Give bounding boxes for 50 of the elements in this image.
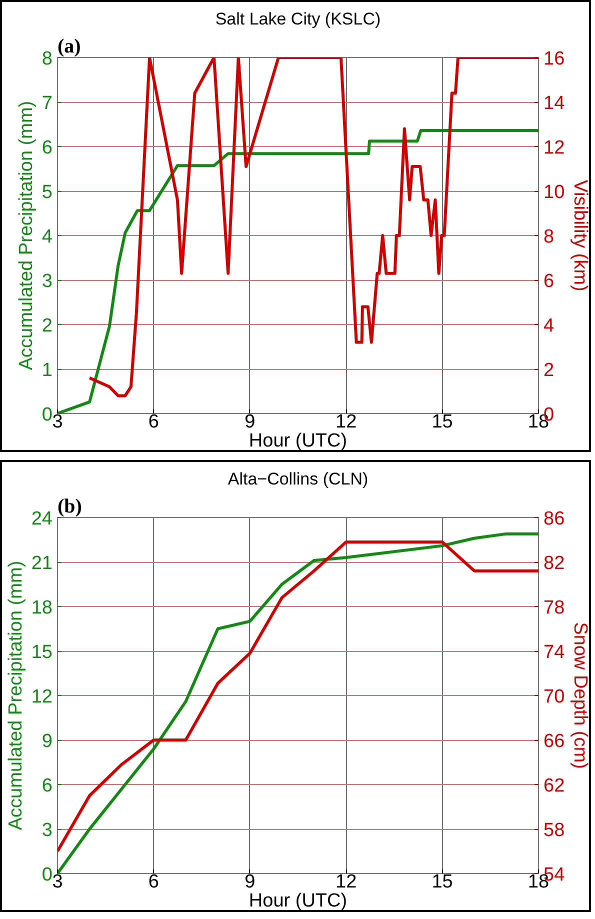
y2-axis-title: Snow Depth (cm) bbox=[570, 622, 591, 769]
text: (a) bbox=[58, 36, 81, 58]
x-tick-label: 9 bbox=[244, 872, 256, 892]
x-tick-label: 9 bbox=[244, 412, 256, 432]
y2-tick-label: 58 bbox=[544, 820, 565, 841]
y-axis-title: Accumulated Precipitation (mm) bbox=[5, 560, 26, 830]
y-tick-label: 5 bbox=[42, 182, 53, 203]
y-axis-title: Accumulated Precipitation (mm) bbox=[16, 100, 37, 370]
y2-tick-label: 8 bbox=[544, 226, 554, 248]
y2-tick-label: 66 bbox=[544, 731, 565, 752]
y2-axis-title: Visibility (km) bbox=[570, 180, 591, 292]
y-tick-label: 6 bbox=[42, 138, 53, 158]
y-tick-label: 3 bbox=[42, 271, 53, 292]
x-tick-label: 15 bbox=[432, 872, 453, 892]
y-tick-label: 6 bbox=[42, 776, 53, 796]
y-tick-label: 2 bbox=[42, 316, 53, 336]
text: (b) bbox=[58, 496, 82, 518]
y2-tick-label: 14 bbox=[544, 93, 566, 114]
y2-tick-label: 6 bbox=[544, 271, 554, 292]
y-tick-label: 4 bbox=[42, 226, 53, 248]
y-tick-label: 24 bbox=[31, 508, 53, 530]
x-tick-label: 12 bbox=[336, 872, 357, 892]
y2-tick-label: 74 bbox=[544, 642, 566, 663]
y-tick-label: 18 bbox=[31, 598, 53, 618]
x-tick-label: 15 bbox=[432, 412, 453, 432]
y2-tick-label: 4 bbox=[544, 316, 554, 336]
chart-title: Alta−Collins (CLN) bbox=[228, 470, 368, 488]
chart-title: Salt Lake City (KSLC) bbox=[215, 10, 381, 28]
y2-tick-label: 62 bbox=[544, 776, 565, 796]
y2-tick-label: 12 bbox=[544, 138, 565, 158]
y-tick-label: 3 bbox=[42, 820, 53, 841]
y-tick-label: 7 bbox=[42, 93, 53, 114]
y-tick-label: 0 bbox=[42, 404, 53, 426]
y2-tick-label: 2 bbox=[544, 360, 554, 381]
y2-tick-label: 16 bbox=[544, 48, 565, 70]
y2-tick-label: 82 bbox=[544, 553, 565, 574]
y-tick-label: 0 bbox=[42, 864, 53, 886]
y-tick-label: 15 bbox=[31, 642, 53, 663]
y2-tick-label: 86 bbox=[544, 508, 565, 530]
y-tick-label: 8 bbox=[42, 48, 53, 70]
y-tick-label: 9 bbox=[42, 731, 53, 752]
y-tick-label: 1 bbox=[42, 360, 53, 381]
x-tick-label: 12 bbox=[336, 412, 357, 432]
y2-tick-label: 78 bbox=[544, 598, 565, 618]
y-tick-label: 12 bbox=[31, 686, 53, 708]
y2-tick-label: 70 bbox=[544, 686, 565, 708]
y2-tick-label: 10 bbox=[544, 182, 565, 203]
x-tick-label: 6 bbox=[148, 412, 159, 432]
x-tick-label: 6 bbox=[148, 872, 159, 892]
y-tick-label: 21 bbox=[31, 553, 53, 574]
